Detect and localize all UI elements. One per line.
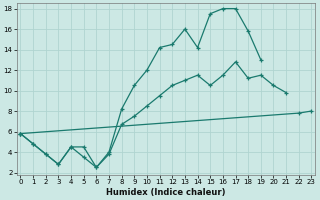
X-axis label: Humidex (Indice chaleur): Humidex (Indice chaleur) (106, 188, 226, 197)
